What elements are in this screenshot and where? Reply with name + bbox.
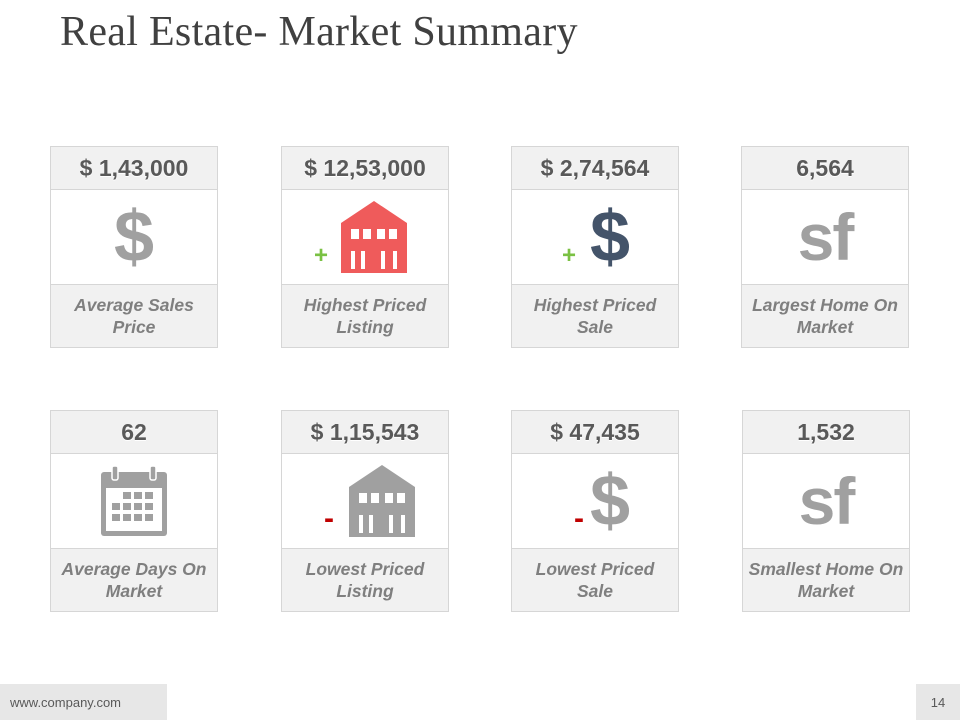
dollar-icon: $ — [589, 197, 631, 277]
card-label: Average Days On Market — [51, 548, 217, 611]
square-feet-icon: sf — [798, 464, 856, 538]
card-average-sales-price: $ 1,43,000 $ Average Sales Price — [50, 146, 218, 348]
calendar-icon — [101, 465, 167, 536]
card-icon-area: $ — [51, 190, 217, 284]
card-lowest-priced-listing: $ 1,15,543 - Lowest Priced Listing — [281, 410, 449, 612]
card-label: Average Sales Price — [51, 284, 217, 347]
card-icon-area: + $ — [512, 190, 678, 284]
footer-website: www.company.com — [0, 684, 167, 720]
plus-icon: + — [314, 242, 329, 269]
dollar-icon: $ — [113, 197, 155, 277]
page-number: 14 — [916, 684, 960, 720]
card-icon-area: + — [282, 190, 448, 284]
house-icon — [349, 465, 415, 537]
minus-icon: - — [574, 502, 584, 535]
slide-title: Real Estate- Market Summary — [60, 9, 578, 55]
card-label: Largest Home On Market — [742, 284, 908, 347]
card-largest-home-on-market: 6,564 sf Largest Home On Market — [741, 146, 909, 348]
card-label: Lowest Priced Listing — [282, 548, 448, 611]
card-label: Highest Priced Listing — [282, 284, 448, 347]
card-value: 62 — [51, 411, 217, 454]
card-value: $ 2,74,564 — [512, 147, 678, 190]
square-feet-icon: sf — [797, 200, 855, 274]
card-value: $ 12,53,000 — [282, 147, 448, 190]
dollar-icon: $ — [589, 461, 631, 541]
card-smallest-home-on-market: 1,532 sf Smallest Home On Market — [742, 410, 910, 612]
card-icon-area: - $ — [512, 454, 678, 548]
card-average-days-on-market: 62 Average Days On Market — [50, 410, 218, 612]
card-highest-priced-sale: $ 2,74,564 + $ Highest Priced Sale — [511, 146, 679, 348]
card-value: $ 47,435 — [512, 411, 678, 454]
card-icon-area: sf — [743, 454, 909, 548]
card-highest-priced-listing: $ 12,53,000 + Highest Priced Listing — [281, 146, 449, 348]
card-label: Lowest Priced Sale — [512, 548, 678, 611]
card-value: 6,564 — [742, 147, 908, 190]
card-lowest-priced-sale: $ 47,435 - $ Lowest Priced Sale — [511, 410, 679, 612]
card-label: Smallest Home On Market — [743, 548, 909, 611]
house-icon — [341, 201, 407, 273]
card-value: 1,532 — [743, 411, 909, 454]
card-icon-area: - — [282, 454, 448, 548]
card-label: Highest Priced Sale — [512, 284, 678, 347]
plus-icon: + — [562, 242, 577, 269]
minus-icon: - — [324, 502, 334, 535]
card-value: $ 1,15,543 — [282, 411, 448, 454]
card-icon-area — [51, 454, 217, 548]
card-value: $ 1,43,000 — [51, 147, 217, 190]
card-icon-area: sf — [742, 190, 908, 284]
